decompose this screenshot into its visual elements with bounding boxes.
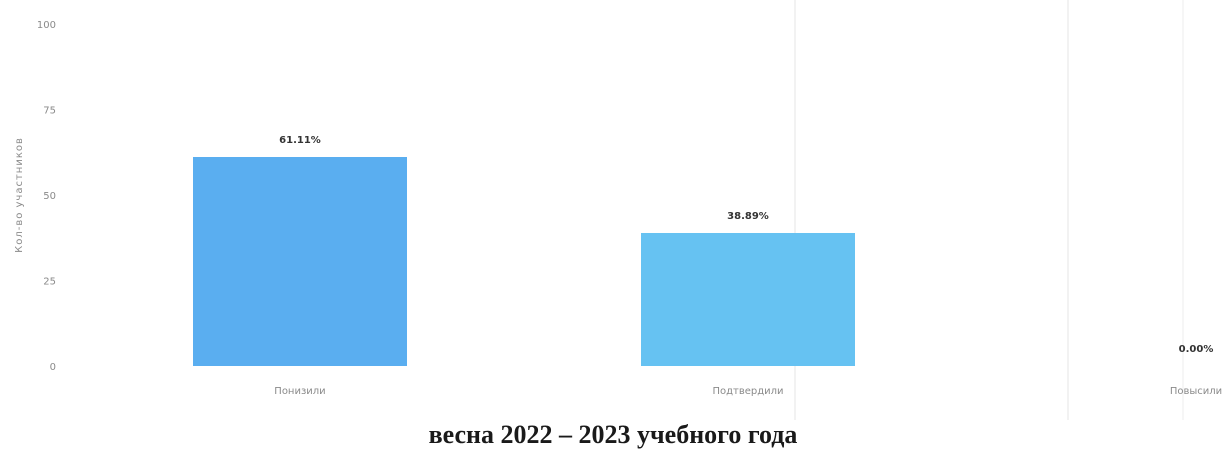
data-label: 38.89% xyxy=(727,211,769,222)
bar xyxy=(641,232,855,366)
data-label: 0.00% xyxy=(1179,344,1214,355)
category-label: Подтвердили xyxy=(712,386,783,397)
category-label: Повысили xyxy=(1170,386,1222,397)
y-tick-label: 75 xyxy=(43,106,56,117)
category-label: Понизили xyxy=(274,386,325,397)
y-tick-label: 50 xyxy=(43,191,56,202)
data-label: 61.11% xyxy=(279,135,321,146)
y-axis-title: Кол-во участников xyxy=(14,137,25,253)
y-tick-label: 0 xyxy=(50,362,56,373)
y-tick-label: 25 xyxy=(43,277,56,288)
chart-caption: весна 2022 – 2023 учебного года xyxy=(428,420,798,449)
bar xyxy=(193,157,407,366)
bar-chart: 0 25 50 75 100 Кол-во участников 61.11% Понизил… xyxy=(14,0,1222,420)
y-tick-label: 100 xyxy=(37,20,56,31)
